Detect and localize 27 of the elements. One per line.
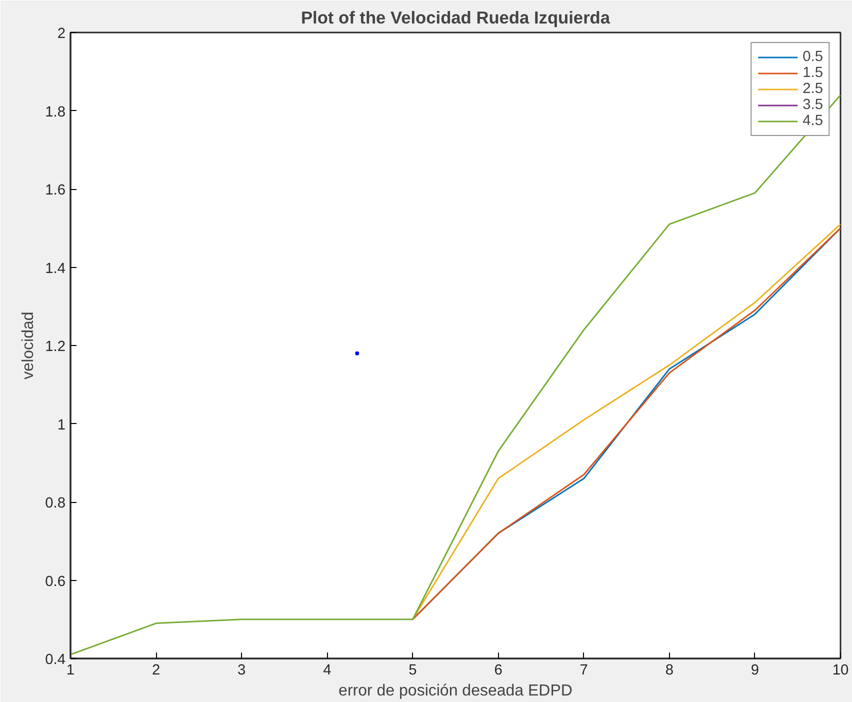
x-tick-label: 3 (238, 662, 246, 678)
x-tick-label: 2 (152, 662, 160, 678)
line-series (70, 94, 840, 656)
legend-label: 0.5 (802, 49, 823, 65)
x-tick-label: 5 (408, 662, 417, 678)
y-tick-label: 1.6 (45, 182, 66, 198)
legend-label: 2.5 (802, 81, 823, 97)
y-tick-label: 0.4 (45, 652, 66, 668)
y-tick-label: 2 (57, 26, 66, 42)
x-tick-label: 10 (832, 662, 849, 678)
y-axis-title: velocidad (20, 312, 38, 380)
x-tick-label: 7 (580, 662, 588, 678)
legend-label: 4.5 (802, 113, 823, 129)
y-tick-label: 1.2 (45, 339, 66, 355)
x-tick-label: 4 (323, 662, 332, 678)
x-tick-label: 6 (494, 662, 502, 678)
y-tick-label: 1.8 (45, 104, 66, 120)
legend-label: 1.5 (802, 65, 823, 81)
x-axis-title: error de posición deseada EDPD (338, 682, 572, 700)
y-tick-label: 0.8 (45, 496, 66, 512)
y-tick-label: 1 (57, 417, 66, 434)
y-tick-label: 1.4 (45, 260, 66, 277)
y-tick-label: 0.6 (45, 574, 66, 590)
chart-title: Plot of the Velocidad Rueda Izquierda (300, 8, 610, 28)
x-tick-label: 8 (665, 662, 674, 678)
legend-label: 3.5 (802, 97, 823, 113)
x-tick-label: 9 (750, 662, 760, 678)
